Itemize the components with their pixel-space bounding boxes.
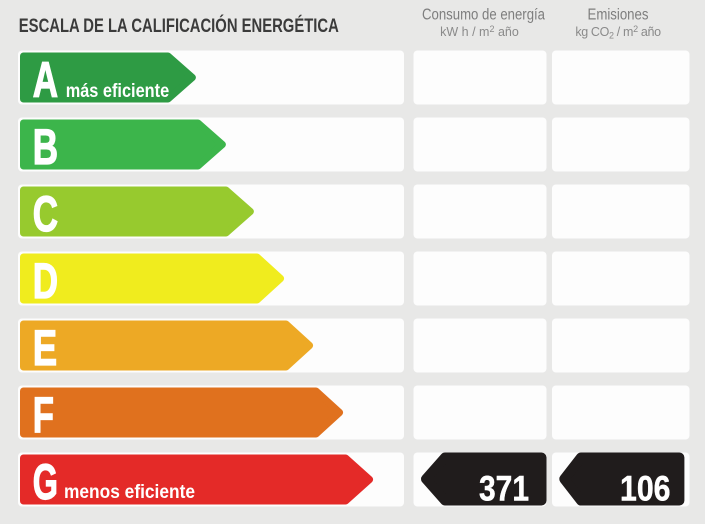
svg-text:106: 106 — [620, 468, 671, 508]
svg-text:B: B — [33, 119, 58, 175]
svg-text:371: 371 — [479, 468, 529, 508]
svg-text:menos eficiente: menos eficiente — [64, 482, 195, 503]
svg-text:kW h / m2 año: kW h / m2 año — [440, 24, 519, 39]
svg-text:más eficiente: más eficiente — [66, 81, 170, 102]
svg-text:E: E — [33, 320, 57, 376]
svg-text:A: A — [33, 52, 58, 108]
svg-text:C: C — [33, 186, 58, 242]
svg-text:Emisiones: Emisiones — [588, 7, 649, 24]
svg-text:ESCALA DE LA CALIFICACIÓN ENER: ESCALA DE LA CALIFICACIÓN ENERGÉTICA — [19, 13, 339, 37]
svg-text:Consumo de energía: Consumo de energía — [422, 7, 545, 24]
svg-text:F: F — [33, 387, 54, 443]
svg-text:D: D — [33, 253, 58, 309]
svg-text:G: G — [33, 454, 58, 510]
svg-text:kg CO2 / m2 año: kg CO2 / m2 año — [575, 24, 661, 41]
